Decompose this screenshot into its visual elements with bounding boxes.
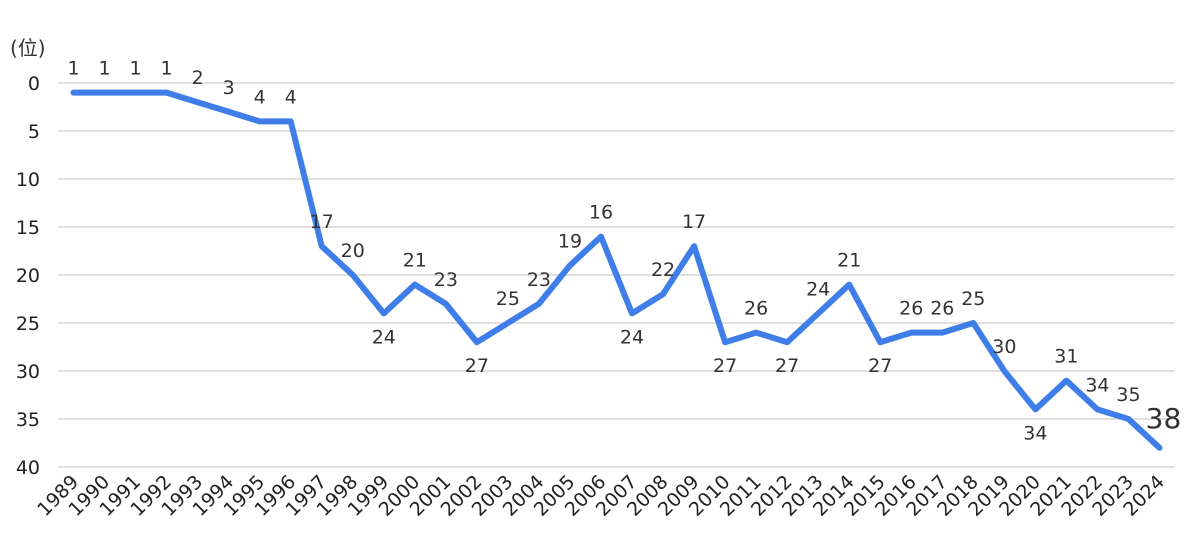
data-label-2019: 30 xyxy=(992,336,1016,358)
y-axis-ticks: 0 5 10 15 20 25 30 35 40 xyxy=(16,73,40,479)
data-label-2005: 19 xyxy=(558,230,582,252)
data-label-2020: 34 xyxy=(1023,422,1047,444)
data-label-2004: 23 xyxy=(527,269,551,291)
x-axis-ticks: 1989199019911992199319941995199619971998… xyxy=(33,471,1169,521)
data-label-2007: 24 xyxy=(620,326,644,348)
series-line xyxy=(70,89,1163,451)
data-label-1994: 3 xyxy=(223,77,235,99)
data-label-1992: 1 xyxy=(161,58,173,80)
data-label-2017: 26 xyxy=(930,298,954,320)
y-tick-label-40: 40 xyxy=(16,457,40,479)
y-axis-unit-label: (位) xyxy=(10,36,46,60)
data-label-2011: 26 xyxy=(744,298,768,320)
data-label-2001: 23 xyxy=(434,269,458,291)
y-tick-label-25: 25 xyxy=(16,313,40,335)
y-tick-label-35: 35 xyxy=(16,409,40,431)
data-labels: 1 1 1 1 2 3 4 417202421232725231916242217272627… xyxy=(67,58,1181,445)
y-tick-label-15: 15 xyxy=(16,217,40,239)
data-label-2013: 24 xyxy=(806,278,830,300)
data-label-1998: 20 xyxy=(341,240,365,262)
data-label-2016: 26 xyxy=(899,298,923,320)
data-label-2018: 25 xyxy=(961,288,985,310)
data-label-1996: 4 xyxy=(285,86,297,108)
y-tick-label-10: 10 xyxy=(16,169,40,191)
data-label-1990: 1 xyxy=(98,58,110,80)
data-label-1989: 1 xyxy=(67,58,79,80)
data-label-2012: 27 xyxy=(775,355,799,377)
data-label-2015: 27 xyxy=(868,355,892,377)
series-line-layer xyxy=(70,89,1163,451)
data-label-2021: 31 xyxy=(1054,346,1078,368)
y-tick-label-30: 30 xyxy=(16,361,40,383)
data-label-2000: 21 xyxy=(403,250,427,272)
data-label-1993: 2 xyxy=(192,67,204,89)
data-label-2002: 27 xyxy=(465,355,489,377)
data-label-1995: 4 xyxy=(254,86,266,108)
data-label-2010: 27 xyxy=(713,355,737,377)
data-label-1991: 1 xyxy=(130,58,142,80)
data-label-2008: 22 xyxy=(651,259,675,281)
data-label-1997: 17 xyxy=(310,211,334,233)
gridlines xyxy=(58,82,1175,468)
data-label-2023: 35 xyxy=(1116,384,1140,406)
data-label-2003: 25 xyxy=(496,288,520,310)
data-label-2014: 21 xyxy=(837,250,861,272)
y-tick-label-0: 0 xyxy=(28,73,40,95)
y-tick-label-20: 20 xyxy=(16,265,40,287)
y-tick-label-5: 5 xyxy=(28,121,40,143)
data-label-2022: 34 xyxy=(1085,374,1109,396)
data-label-1999: 24 xyxy=(372,326,396,348)
data-label-2009: 17 xyxy=(682,211,706,233)
data-label-2006: 16 xyxy=(589,202,613,224)
data-label-2024: 38 xyxy=(1146,402,1182,435)
